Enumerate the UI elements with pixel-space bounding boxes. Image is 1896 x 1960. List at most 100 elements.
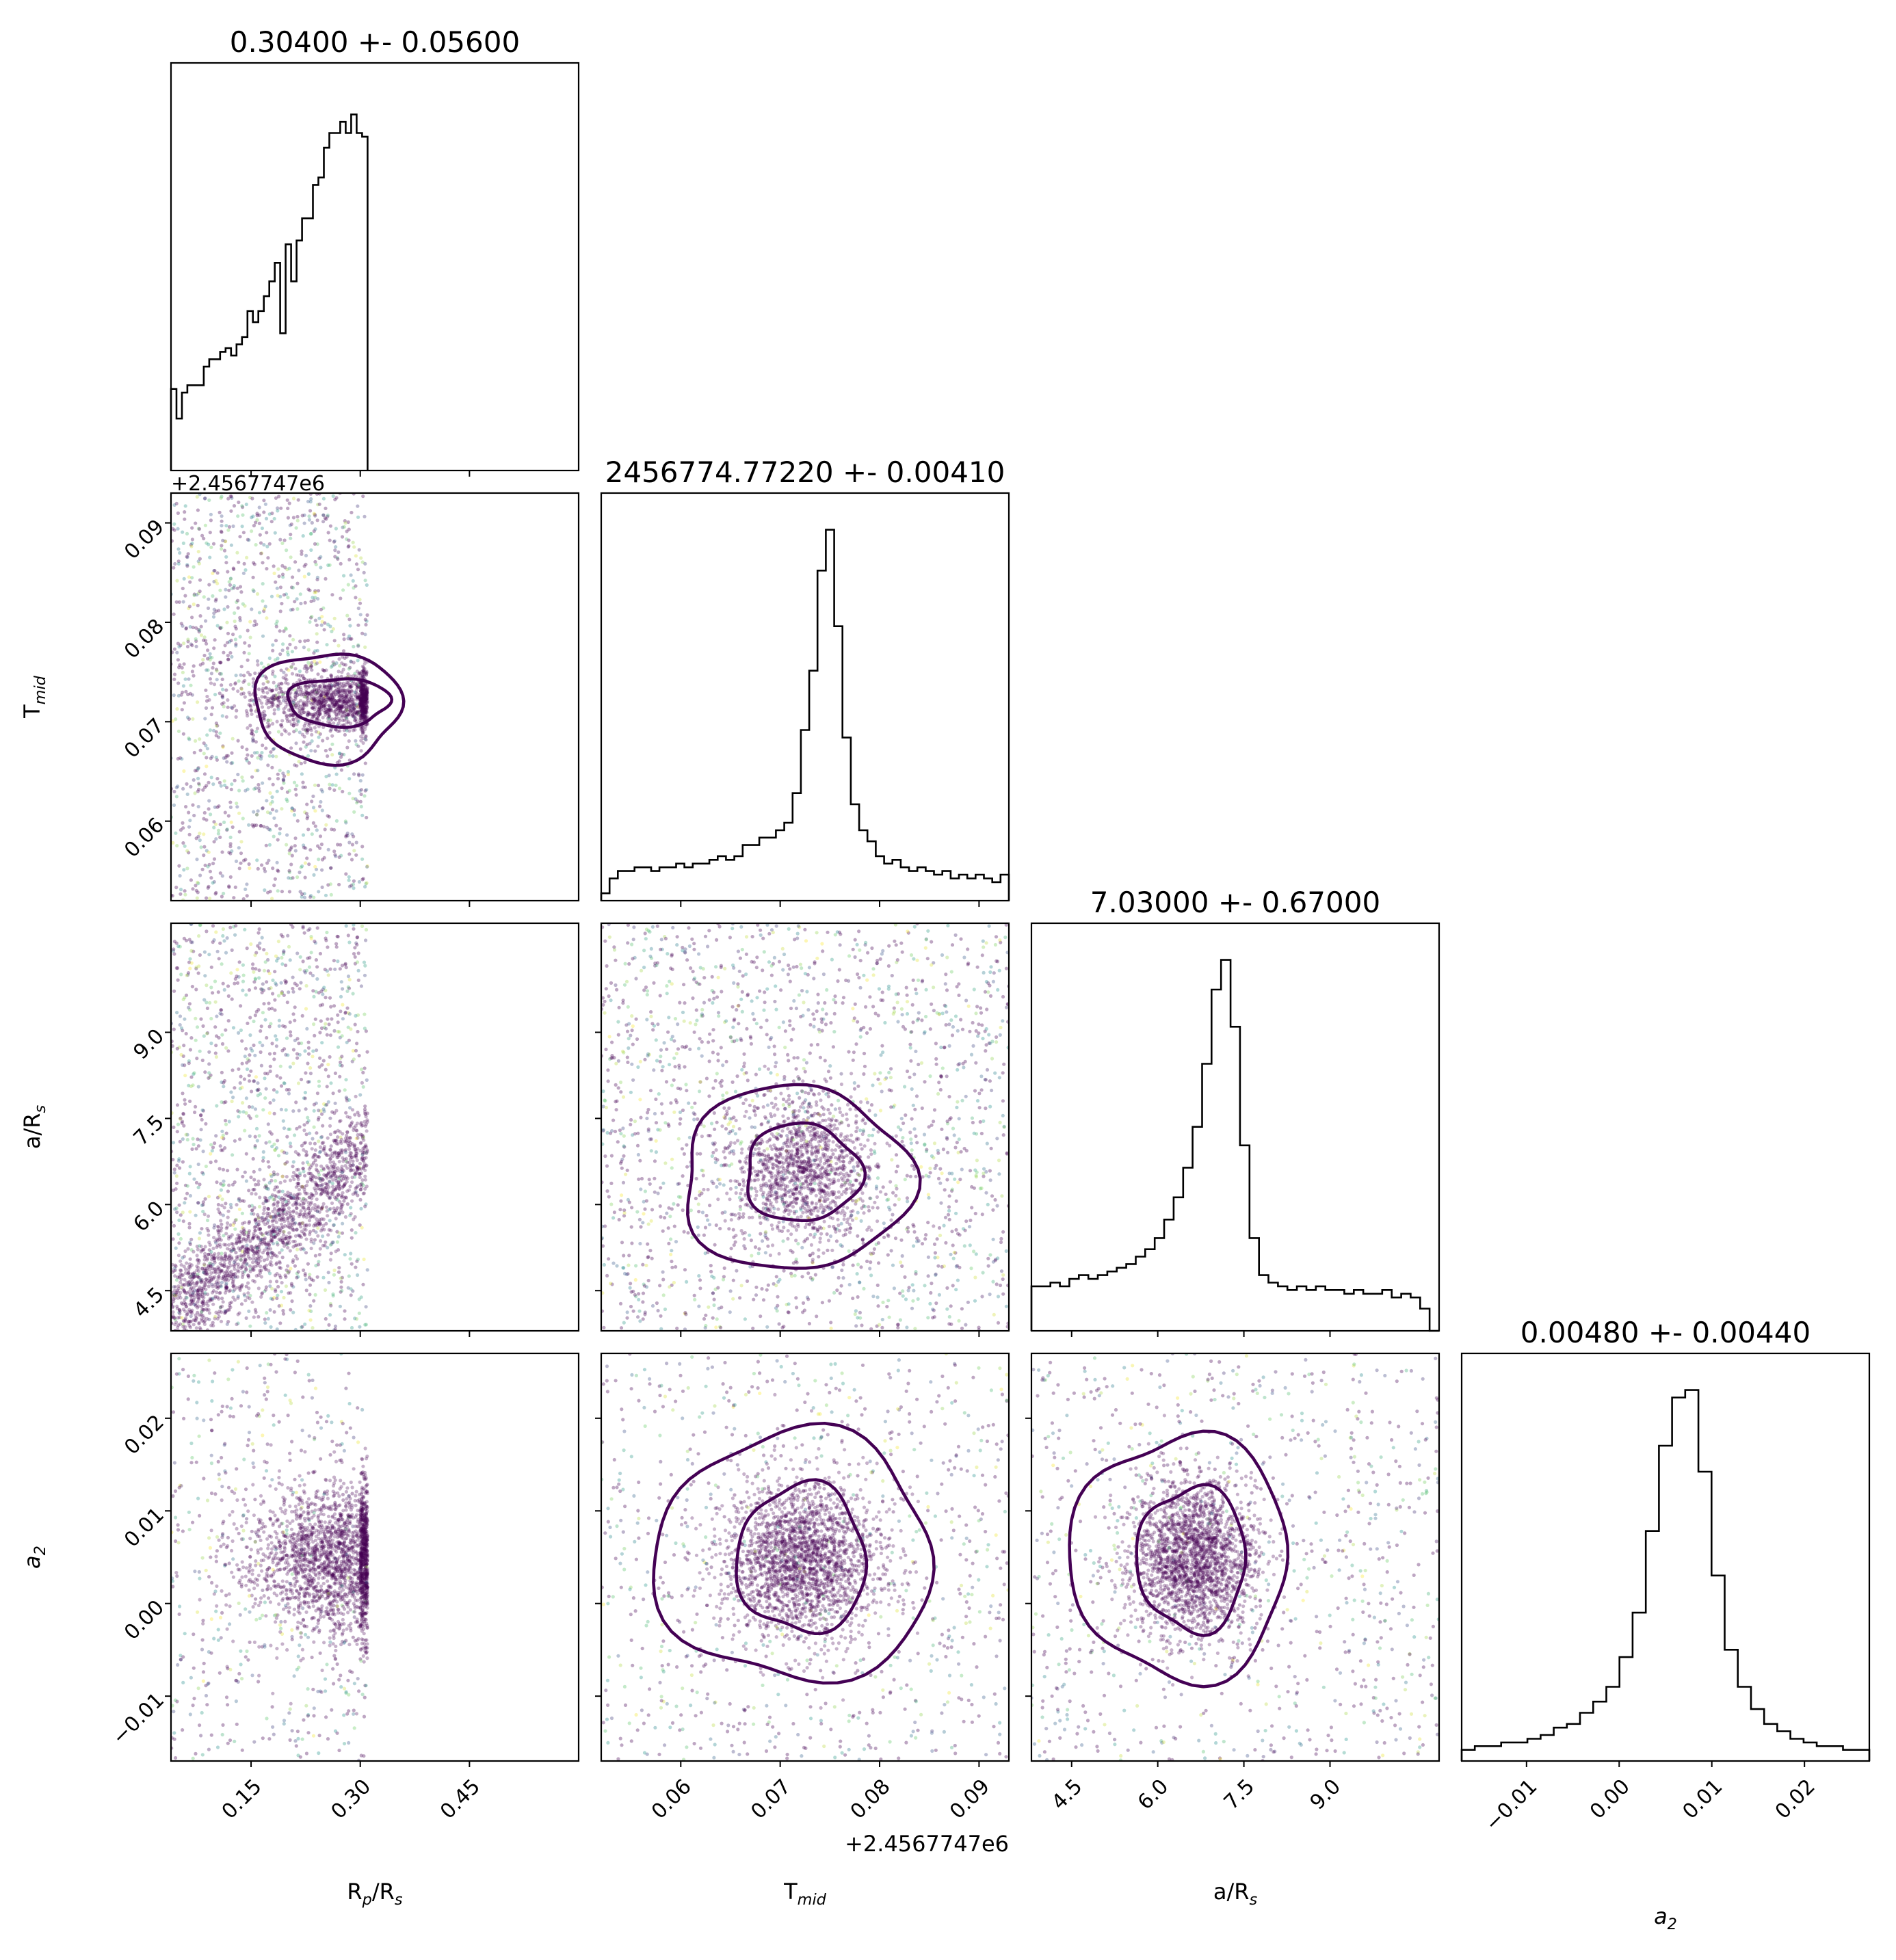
scatter-point xyxy=(262,716,266,720)
scatter-point xyxy=(188,1293,192,1297)
scatter-point xyxy=(365,689,369,693)
scatter-point xyxy=(351,706,356,711)
scatter-point xyxy=(358,1182,363,1187)
scatter-point xyxy=(332,1268,337,1273)
scatter-point xyxy=(364,708,368,712)
scatter-point xyxy=(310,832,314,836)
scatter-point xyxy=(354,691,358,695)
scatter-point xyxy=(266,718,270,722)
scatter-point xyxy=(327,684,331,688)
scatter-point xyxy=(298,674,303,678)
scatter-point xyxy=(293,849,298,853)
scatter-point xyxy=(306,1046,311,1050)
scatter-point xyxy=(364,710,368,714)
scatter-point xyxy=(356,1013,360,1017)
scatter-point xyxy=(319,700,324,704)
scatter-point xyxy=(192,664,196,668)
scatter-point xyxy=(293,705,297,709)
scatter-point xyxy=(338,706,342,710)
scatter-point xyxy=(340,1288,344,1293)
scatter-point xyxy=(248,495,252,500)
scatter-point xyxy=(340,1231,345,1235)
scatter-point xyxy=(242,1254,246,1258)
scatter-point xyxy=(201,1308,205,1312)
scatter-point xyxy=(341,649,346,653)
scatter-point xyxy=(239,1302,244,1306)
scatter-point xyxy=(315,1183,319,1187)
scatter-point xyxy=(237,811,241,815)
scatter-point xyxy=(196,1292,200,1297)
scatter-point xyxy=(360,687,365,691)
scatter-point xyxy=(338,688,342,692)
scatter-point xyxy=(344,1096,348,1100)
scatter-point xyxy=(205,1256,210,1260)
scatter-point xyxy=(329,1005,333,1009)
scatter-point xyxy=(231,1247,235,1252)
scatter-point xyxy=(271,1215,275,1219)
scatter-point xyxy=(294,741,298,745)
scatter-point xyxy=(214,721,218,726)
scatter-point xyxy=(319,1168,324,1172)
scatter-point xyxy=(197,1258,201,1262)
scatter-point xyxy=(339,1009,343,1014)
scatter-point xyxy=(206,1299,210,1303)
scatter-point xyxy=(272,1235,276,1240)
scatter-point xyxy=(312,696,316,700)
scatter-point xyxy=(181,1219,185,1223)
scatter-point xyxy=(337,721,341,726)
scatter-point xyxy=(324,668,328,672)
scatter-point xyxy=(263,1240,267,1245)
scatter-point xyxy=(361,683,365,687)
scatter-point xyxy=(277,1217,281,1222)
scatter-point xyxy=(298,704,302,708)
scatter-point xyxy=(321,1166,326,1170)
scatter-point xyxy=(326,696,330,700)
scatter-point xyxy=(352,1128,356,1133)
scatter-point xyxy=(217,1267,221,1271)
scatter-point xyxy=(314,712,318,717)
scatter-point xyxy=(250,1248,254,1252)
scatter-point xyxy=(215,1295,220,1299)
scatter-point xyxy=(318,804,322,808)
scatter-point xyxy=(252,524,256,528)
scatter-point xyxy=(295,1195,300,1200)
scatter-point xyxy=(345,717,349,721)
scatter-point xyxy=(177,600,181,605)
scatter-point xyxy=(256,1245,260,1249)
scatter-point xyxy=(200,1304,204,1308)
scatter-point xyxy=(263,1195,267,1200)
scatter-point xyxy=(310,702,314,706)
scatter-point xyxy=(346,720,351,724)
scatter-point xyxy=(275,620,279,624)
scatter-point xyxy=(322,685,326,689)
scatter-point xyxy=(325,969,329,973)
scatter-point xyxy=(277,494,281,499)
scatter-point xyxy=(277,1304,281,1308)
scatter-point xyxy=(200,1290,205,1295)
scatter-point xyxy=(272,1215,276,1219)
scatter-point xyxy=(209,1042,213,1046)
scatter-point xyxy=(333,704,337,708)
scatter-point xyxy=(358,685,363,690)
scatter-point xyxy=(316,714,321,718)
scatter-point xyxy=(272,1252,276,1256)
scatter-point xyxy=(249,704,253,708)
scatter-point xyxy=(234,715,238,719)
scatter-point xyxy=(298,707,302,711)
scatter-point xyxy=(209,965,213,969)
scatter-point xyxy=(337,691,341,696)
scatter-point xyxy=(244,993,248,997)
scatter-point xyxy=(179,1268,183,1272)
scatter-point xyxy=(227,525,232,529)
scatter-point xyxy=(173,1323,177,1327)
scatter-point xyxy=(302,1096,306,1100)
scatter-point xyxy=(359,708,364,712)
scatter-point xyxy=(183,517,187,521)
scatter-point xyxy=(358,718,363,722)
scatter-point xyxy=(215,1195,220,1200)
scatter-point xyxy=(224,540,228,544)
scatter-point xyxy=(354,1094,358,1098)
scatter-point xyxy=(359,709,363,713)
scatter-point xyxy=(231,1284,235,1288)
scatter-point xyxy=(316,1262,320,1267)
